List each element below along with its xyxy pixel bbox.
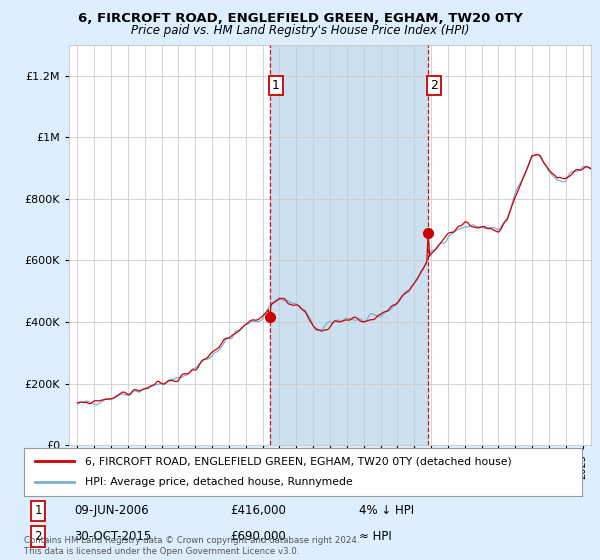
Text: 1: 1 bbox=[272, 79, 280, 92]
Text: 6, FIRCROFT ROAD, ENGLEFIELD GREEN, EGHAM, TW20 0TY (detached house): 6, FIRCROFT ROAD, ENGLEFIELD GREEN, EGHA… bbox=[85, 456, 512, 466]
Text: £416,000: £416,000 bbox=[230, 504, 286, 517]
Text: 1: 1 bbox=[34, 504, 42, 517]
Text: 4% ↓ HPI: 4% ↓ HPI bbox=[359, 504, 414, 517]
Text: ≈ HPI: ≈ HPI bbox=[359, 530, 392, 543]
Text: 30-OCT-2015: 30-OCT-2015 bbox=[74, 530, 151, 543]
Text: 09-JUN-2006: 09-JUN-2006 bbox=[74, 504, 149, 517]
Text: 6, FIRCROFT ROAD, ENGLEFIELD GREEN, EGHAM, TW20 0TY: 6, FIRCROFT ROAD, ENGLEFIELD GREEN, EGHA… bbox=[77, 12, 523, 25]
Text: HPI: Average price, detached house, Runnymede: HPI: Average price, detached house, Runn… bbox=[85, 477, 353, 487]
Text: 2: 2 bbox=[34, 530, 42, 543]
Text: Contains HM Land Registry data © Crown copyright and database right 2024.
This d: Contains HM Land Registry data © Crown c… bbox=[24, 536, 359, 556]
Text: 2: 2 bbox=[430, 79, 438, 92]
Text: Price paid vs. HM Land Registry's House Price Index (HPI): Price paid vs. HM Land Registry's House … bbox=[131, 24, 469, 37]
Text: £690,000: £690,000 bbox=[230, 530, 286, 543]
Bar bbox=[270, 45, 428, 445]
